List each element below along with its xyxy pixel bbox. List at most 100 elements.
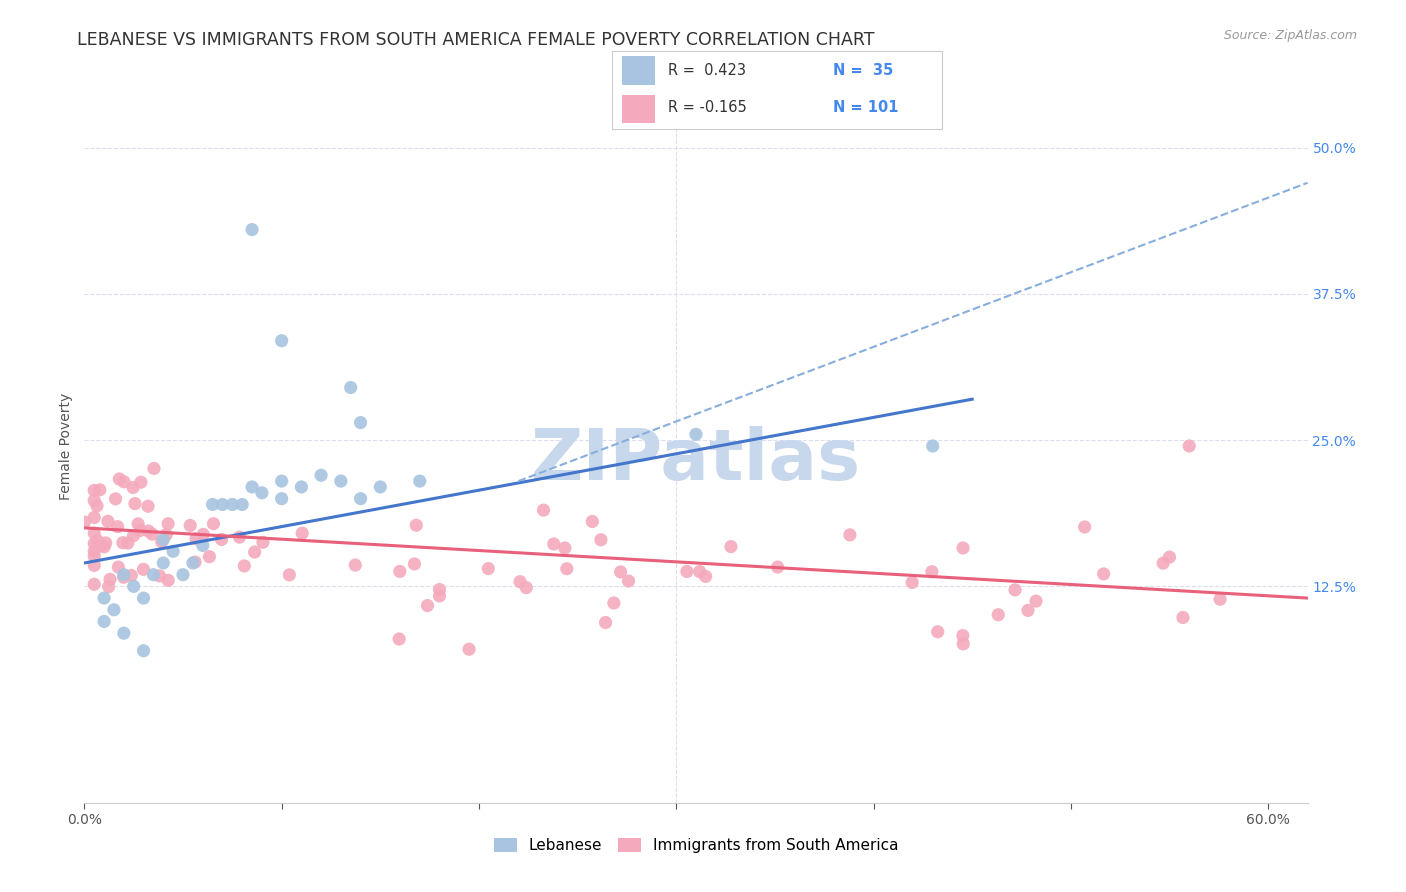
Point	[141, 527, 163, 541]
Point	[152, 556, 174, 570]
Point	[143, 461, 166, 475]
Point	[291, 526, 314, 541]
Point	[112, 570, 135, 584]
Point	[689, 565, 711, 579]
Text: R = -0.165: R = -0.165	[668, 100, 747, 115]
Point	[250, 485, 273, 500]
Point	[243, 545, 266, 559]
Point	[127, 516, 149, 531]
Point	[429, 582, 451, 597]
Point	[228, 530, 250, 544]
Point	[1152, 556, 1174, 570]
Point	[108, 472, 131, 486]
Point	[1178, 439, 1201, 453]
Point	[404, 557, 426, 571]
FancyBboxPatch shape	[621, 95, 655, 123]
Point	[595, 615, 617, 630]
Point	[1209, 592, 1232, 607]
Point	[181, 556, 204, 570]
Point	[543, 537, 565, 551]
Point	[98, 573, 121, 587]
Point	[388, 565, 411, 579]
Point	[193, 527, 215, 541]
Point	[1017, 603, 1039, 617]
Point	[458, 642, 481, 657]
Point	[83, 536, 105, 550]
Point	[86, 533, 108, 548]
Point	[107, 519, 129, 533]
Point	[142, 567, 165, 582]
Point	[388, 632, 411, 646]
Text: N = 101: N = 101	[832, 100, 898, 115]
Point	[103, 603, 125, 617]
Point	[83, 577, 105, 591]
Point	[162, 544, 184, 558]
Point	[86, 499, 108, 513]
Point	[1004, 582, 1026, 597]
Point	[270, 491, 292, 506]
Point	[152, 533, 174, 547]
Point	[93, 591, 115, 605]
Point	[83, 558, 105, 573]
Point	[952, 541, 974, 555]
Point	[1171, 610, 1194, 624]
Text: LEBANESE VS IMMIGRANTS FROM SOUTH AMERICA FEMALE POVERTY CORRELATION CHART: LEBANESE VS IMMIGRANTS FROM SOUTH AMERIC…	[77, 31, 875, 49]
Point	[157, 574, 180, 588]
Point	[97, 514, 120, 528]
Point	[720, 540, 742, 554]
Point	[349, 491, 371, 506]
Point	[987, 607, 1010, 622]
Y-axis label: Female Poverty: Female Poverty	[59, 392, 73, 500]
Point	[211, 533, 233, 547]
Point	[278, 567, 301, 582]
Text: R =  0.423: R = 0.423	[668, 63, 745, 78]
Point	[124, 497, 146, 511]
Point	[240, 480, 263, 494]
Point	[132, 562, 155, 576]
Point	[409, 474, 432, 488]
Point	[112, 626, 135, 640]
FancyBboxPatch shape	[621, 56, 655, 85]
Point	[405, 518, 427, 533]
Point	[329, 474, 352, 488]
Point	[533, 503, 555, 517]
Text: Source: ZipAtlas.com: Source: ZipAtlas.com	[1223, 29, 1357, 42]
Point	[231, 498, 253, 512]
Point	[589, 533, 612, 547]
Point	[90, 539, 112, 553]
Point	[1073, 520, 1095, 534]
Point	[132, 591, 155, 605]
Point	[555, 562, 578, 576]
Point	[122, 481, 145, 495]
Point	[609, 565, 631, 579]
Point	[191, 538, 214, 552]
Point	[120, 568, 142, 582]
Point	[132, 644, 155, 658]
Point	[201, 498, 224, 512]
Point	[112, 475, 135, 489]
Point	[104, 491, 127, 506]
Point	[93, 615, 115, 629]
Point	[83, 493, 105, 508]
Point	[83, 510, 105, 524]
Point	[221, 498, 243, 512]
Point	[94, 536, 117, 550]
Point	[603, 596, 626, 610]
Point	[339, 380, 361, 394]
Point	[179, 518, 201, 533]
Point	[107, 560, 129, 574]
Point	[838, 528, 860, 542]
Point	[117, 536, 139, 550]
Point	[952, 629, 974, 643]
Point	[477, 561, 499, 575]
Point	[129, 524, 152, 538]
Point	[138, 524, 160, 538]
Point	[921, 565, 943, 579]
Point	[429, 589, 451, 603]
Point	[83, 549, 105, 563]
Text: N =  35: N = 35	[832, 63, 893, 78]
Point	[1025, 594, 1047, 608]
Point	[157, 516, 180, 531]
Point	[198, 549, 221, 564]
Point	[695, 569, 717, 583]
